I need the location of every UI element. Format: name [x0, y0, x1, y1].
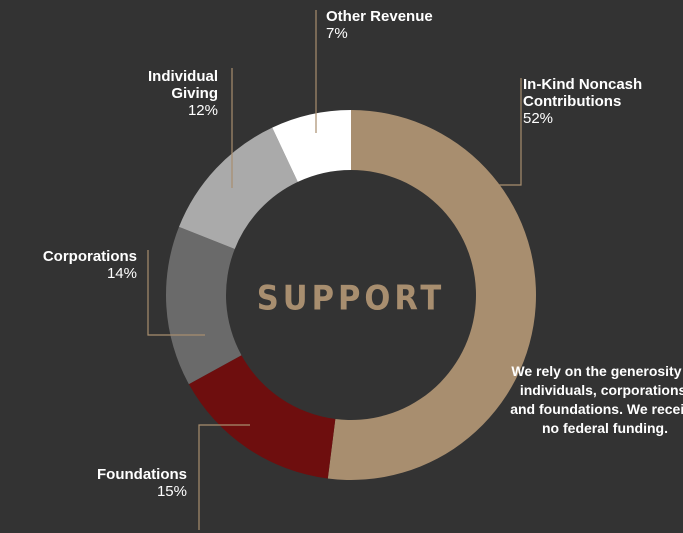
donut-segment: [178, 127, 298, 249]
category-name: In-Kind Noncash Contributions: [523, 76, 643, 110]
category-name: Corporations: [42, 248, 137, 265]
slice-label: Individual Giving 12%: [118, 68, 218, 119]
slice-label: In-Kind Noncash Contributions 52%: [523, 76, 683, 127]
leader-line: [198, 424, 250, 530]
slice-label: Corporations 14%: [0, 248, 137, 282]
value-label: 12%: [187, 102, 218, 119]
leader-line: [147, 250, 205, 336]
donut-segment: [327, 110, 536, 480]
slice-label: Other Revenue 7%: [326, 8, 433, 42]
donut-segment: [188, 355, 336, 479]
value-label: 52%: [523, 110, 554, 127]
donut-segment: [272, 110, 351, 182]
donut-segment: [166, 226, 242, 385]
value-label: 15%: [156, 483, 187, 500]
value-label: 14%: [106, 265, 137, 282]
value-label: 7%: [326, 25, 348, 42]
note: We rely on the generosity of individuals…: [510, 363, 683, 436]
category-name: Individual Giving: [147, 68, 218, 102]
category-name: Foundations: [97, 466, 187, 483]
center-label: SUPPORT: [257, 279, 446, 319]
leader-line: [465, 78, 522, 186]
category-name: Other Revenue: [326, 8, 433, 25]
slice-label: Foundations 15%: [37, 466, 187, 500]
